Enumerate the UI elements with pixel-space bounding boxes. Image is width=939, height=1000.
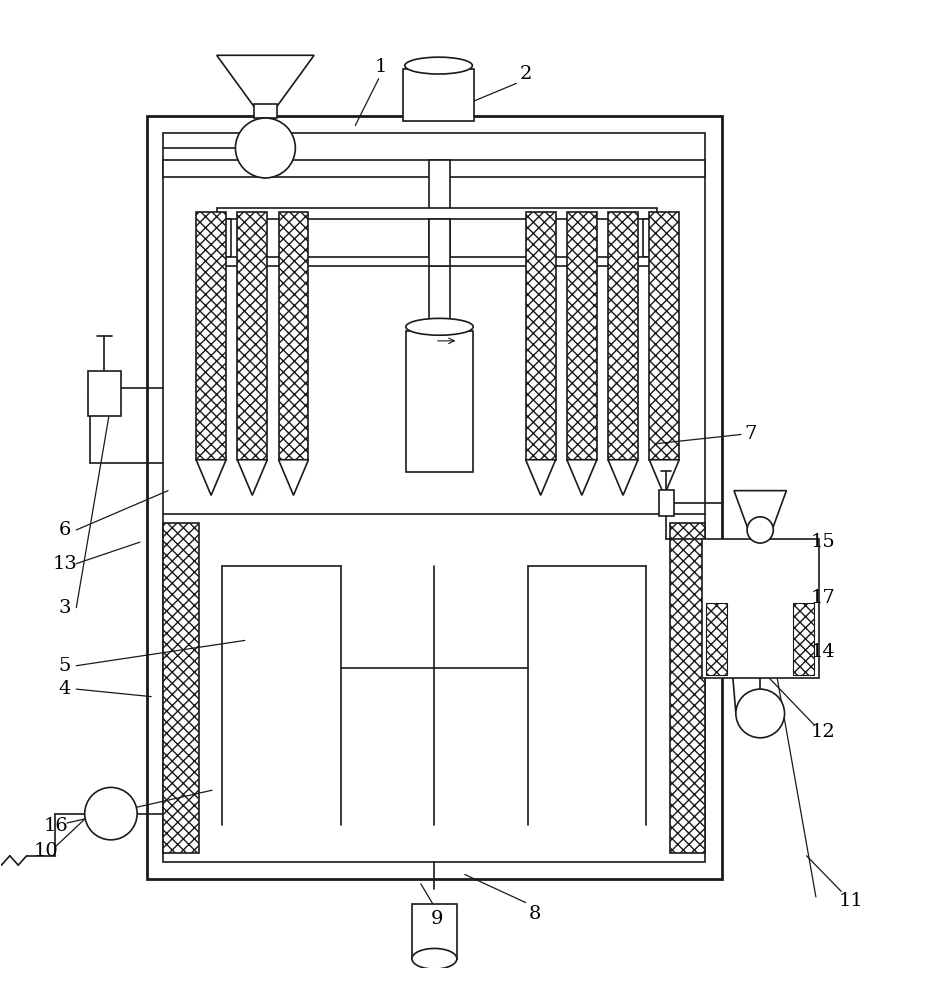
Bar bbox=[163, 160, 705, 177]
Polygon shape bbox=[196, 460, 226, 495]
Text: 16: 16 bbox=[43, 817, 68, 835]
Circle shape bbox=[85, 787, 137, 840]
Bar bbox=[403, 69, 474, 121]
Bar bbox=[706, 603, 727, 675]
Bar bbox=[196, 212, 226, 460]
Ellipse shape bbox=[406, 318, 473, 335]
Text: 12: 12 bbox=[811, 723, 836, 741]
Bar bbox=[279, 212, 309, 460]
Bar bbox=[658, 490, 673, 516]
Text: 6: 6 bbox=[59, 521, 71, 539]
Circle shape bbox=[736, 689, 785, 738]
Bar bbox=[429, 219, 450, 266]
Bar bbox=[649, 212, 679, 460]
Text: 1: 1 bbox=[375, 58, 387, 76]
Polygon shape bbox=[567, 460, 597, 495]
Bar bbox=[406, 331, 473, 472]
Bar bbox=[238, 212, 268, 460]
Bar bbox=[163, 133, 705, 862]
Polygon shape bbox=[279, 460, 309, 495]
Bar bbox=[217, 208, 656, 219]
Text: 15: 15 bbox=[811, 533, 836, 551]
Bar bbox=[608, 212, 638, 460]
Ellipse shape bbox=[412, 948, 457, 969]
Text: 8: 8 bbox=[529, 905, 541, 923]
Text: 10: 10 bbox=[34, 842, 59, 860]
Ellipse shape bbox=[405, 57, 472, 74]
Text: 13: 13 bbox=[53, 555, 78, 573]
Bar bbox=[793, 603, 814, 675]
Bar bbox=[670, 523, 705, 853]
Bar bbox=[412, 904, 457, 959]
Polygon shape bbox=[238, 460, 268, 495]
Text: 4: 4 bbox=[59, 680, 71, 698]
Text: 14: 14 bbox=[811, 643, 836, 661]
Circle shape bbox=[747, 517, 774, 543]
Bar bbox=[526, 212, 556, 460]
Polygon shape bbox=[734, 491, 786, 539]
Bar bbox=[642, 219, 652, 257]
Text: 11: 11 bbox=[839, 892, 864, 910]
Bar bbox=[222, 257, 652, 266]
Polygon shape bbox=[526, 460, 556, 495]
Text: 3: 3 bbox=[59, 599, 71, 617]
Bar bbox=[163, 523, 199, 853]
Bar bbox=[222, 219, 231, 257]
Bar bbox=[254, 104, 277, 118]
Text: 17: 17 bbox=[811, 589, 836, 607]
Bar bbox=[87, 371, 121, 416]
Text: 5: 5 bbox=[59, 657, 71, 675]
Polygon shape bbox=[217, 55, 314, 107]
Text: 9: 9 bbox=[430, 910, 443, 928]
Polygon shape bbox=[649, 460, 679, 495]
Bar bbox=[701, 539, 819, 678]
Bar bbox=[429, 160, 450, 331]
Circle shape bbox=[236, 118, 296, 178]
Bar bbox=[567, 212, 597, 460]
Text: 2: 2 bbox=[519, 65, 531, 83]
Polygon shape bbox=[608, 460, 638, 495]
Bar bbox=[146, 116, 722, 879]
Text: 7: 7 bbox=[745, 425, 757, 443]
